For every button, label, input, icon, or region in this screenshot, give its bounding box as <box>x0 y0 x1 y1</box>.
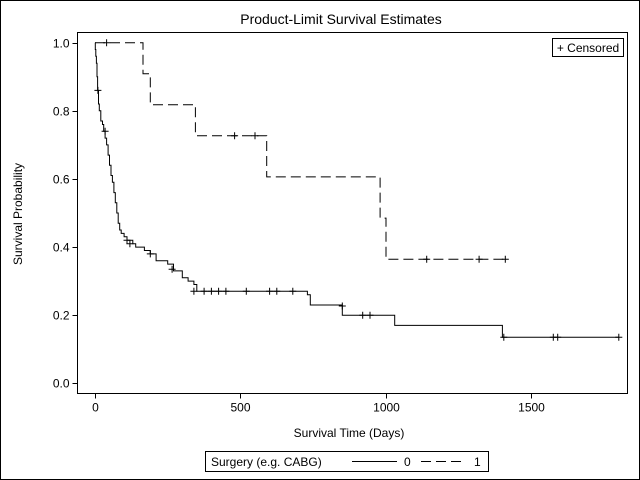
x-tick-label: 1000 <box>373 401 400 415</box>
y-tick-label: 1.0 <box>53 37 70 51</box>
survival-curve-series-1 <box>95 42 506 260</box>
x-axis: 0 500 1000 1500 <box>92 393 545 415</box>
y-tick-label: 0.4 <box>53 241 70 255</box>
series-layer <box>94 39 623 341</box>
censored-mark-series-0 <box>338 302 346 310</box>
y-axis-label: Survival Probability <box>11 163 25 265</box>
censored-mark-series-0 <box>190 287 198 295</box>
plot-area <box>77 32 628 394</box>
censored-mark-series-0 <box>222 287 230 295</box>
censored-mark-series-1 <box>501 255 509 263</box>
survival-curve-series-0 <box>94 42 619 338</box>
censored-legend-box <box>552 38 624 57</box>
x-tick-label: 500 <box>230 401 250 415</box>
x-tick-label: 0 <box>92 401 99 415</box>
censored-mark-series-0 <box>94 86 102 94</box>
legend-title: Surgery (e.g. CABG) <box>211 455 322 469</box>
censored-mark-series-0 <box>500 333 508 341</box>
censored-mark-series-0 <box>200 287 208 295</box>
censored-mark-series-0 <box>126 240 134 248</box>
y-tick-label: 0.0 <box>53 377 70 391</box>
censored-mark-series-0 <box>123 236 131 244</box>
censored-mark-series-0 <box>266 287 274 295</box>
censored-legend-text: + Censored <box>557 41 619 55</box>
legend-label-series-0: 0 <box>404 455 411 469</box>
censored-mark-series-0 <box>366 311 374 319</box>
censored-mark-series-1 <box>103 39 111 47</box>
censored-mark-series-0 <box>146 250 154 258</box>
legend: Surgery (e.g. CABG) 0 1 <box>205 451 489 472</box>
censored-mark-series-1 <box>475 255 483 263</box>
censored-mark-series-1 <box>251 132 259 140</box>
censored-mark-series-0 <box>615 333 623 341</box>
censored-mark-series-0 <box>207 287 215 295</box>
legend-label-series-1: 1 <box>474 455 481 469</box>
x-axis-label: Survival Time (Days) <box>294 426 405 440</box>
censored-mark-series-1 <box>423 255 431 263</box>
x-tick-label: 1500 <box>518 401 545 415</box>
y-axis: 0.0 0.2 0.4 0.6 0.8 1.0 <box>53 37 78 391</box>
censored-mark-series-0 <box>215 287 223 295</box>
censored-mark-series-0 <box>168 265 176 273</box>
chart-title: Product-Limit Survival Estimates <box>240 11 442 27</box>
censored-mark-series-0 <box>359 311 367 319</box>
censored-mark-series-0 <box>242 287 250 295</box>
y-tick-label: 0.2 <box>53 309 70 323</box>
y-tick-label: 0.8 <box>53 105 70 119</box>
y-tick-label: 0.6 <box>53 173 70 187</box>
censored-mark-series-1 <box>231 132 239 140</box>
censored-mark-series-0 <box>101 127 109 135</box>
censored-mark-series-0 <box>289 287 297 295</box>
legend-box <box>205 451 489 472</box>
censored-mark-series-0 <box>273 287 281 295</box>
censored-legend: + Censored <box>552 38 624 57</box>
censored-mark-series-0 <box>554 333 562 341</box>
